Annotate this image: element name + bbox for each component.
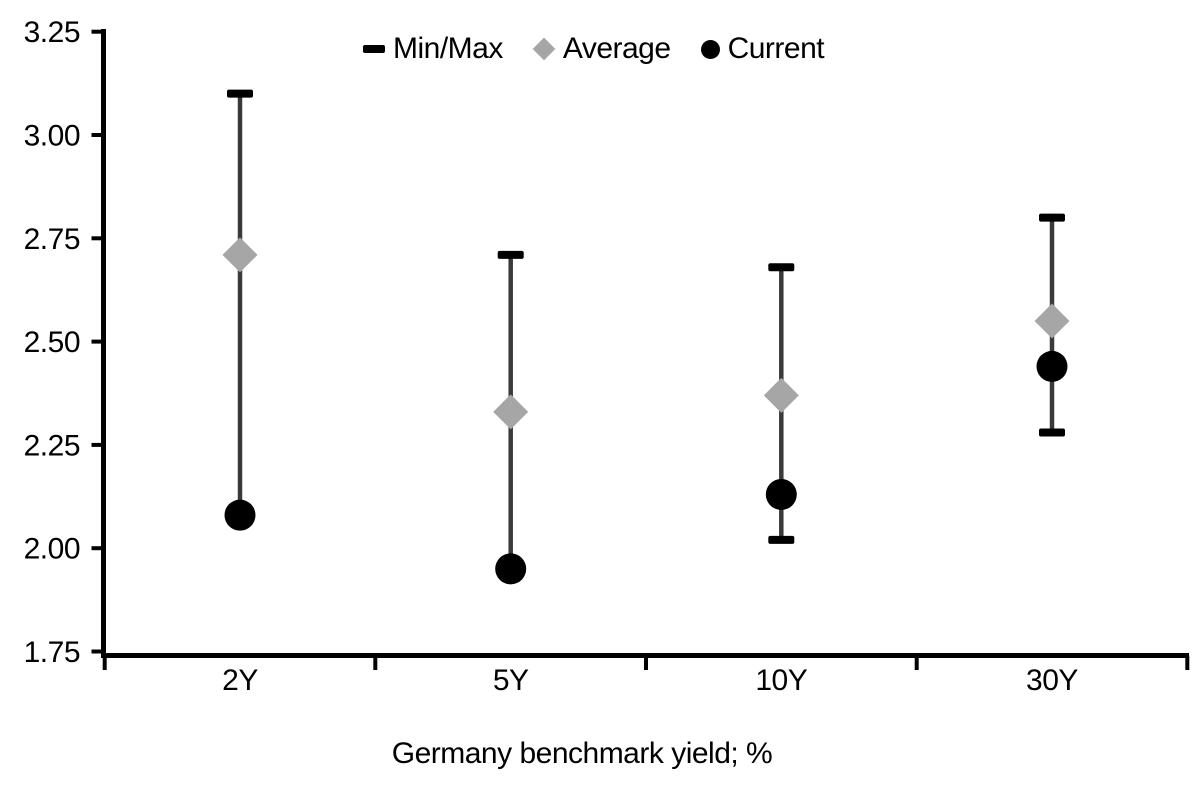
y-tick-label: 3.25: [24, 16, 80, 49]
max-cap: [1039, 213, 1065, 222]
chart-legend: Min/Max Average Current: [363, 29, 825, 69]
x-tick-label: 2Y: [222, 664, 258, 697]
max-cap: [227, 89, 253, 98]
y-tick-label: 2.50: [24, 326, 80, 359]
legend-item-current: Current: [700, 32, 825, 66]
current-marker: [495, 553, 527, 585]
average-marker: [222, 237, 258, 273]
legend-label-average: Average: [562, 32, 671, 65]
legend-item-average: Average: [532, 32, 671, 66]
min-cap: [768, 535, 795, 544]
average-marker: [493, 394, 529, 430]
max-cap: [768, 263, 795, 272]
y-tick-label: 1.75: [24, 636, 80, 669]
current-marker: [765, 478, 797, 510]
x-tick-label: 5Y: [493, 664, 529, 697]
y-tick-label: 3.00: [24, 120, 80, 153]
y-tick-label: 2.00: [24, 533, 80, 566]
legend-label-minmax: Min/Max: [393, 32, 503, 65]
legend-item-minmax: Min/Max: [363, 32, 503, 66]
legend-label-current: Current: [727, 32, 825, 65]
current-marker: [1036, 350, 1068, 382]
y-tick-label: 2.25: [24, 429, 80, 462]
x-tick-label: 10Y: [755, 664, 807, 697]
x-tick-label: 30Y: [1026, 664, 1078, 697]
dash-icon: [363, 45, 385, 53]
current-marker: [224, 499, 256, 531]
min-cap: [1039, 428, 1065, 437]
average-marker: [763, 377, 799, 413]
max-cap: [497, 250, 524, 259]
circle-icon: [700, 39, 720, 59]
average-marker: [1034, 303, 1070, 339]
diamond-icon: [532, 37, 556, 61]
x-axis-title: Germany benchmark yield; %: [391, 737, 773, 770]
y-tick-label: 2.75: [24, 223, 80, 256]
